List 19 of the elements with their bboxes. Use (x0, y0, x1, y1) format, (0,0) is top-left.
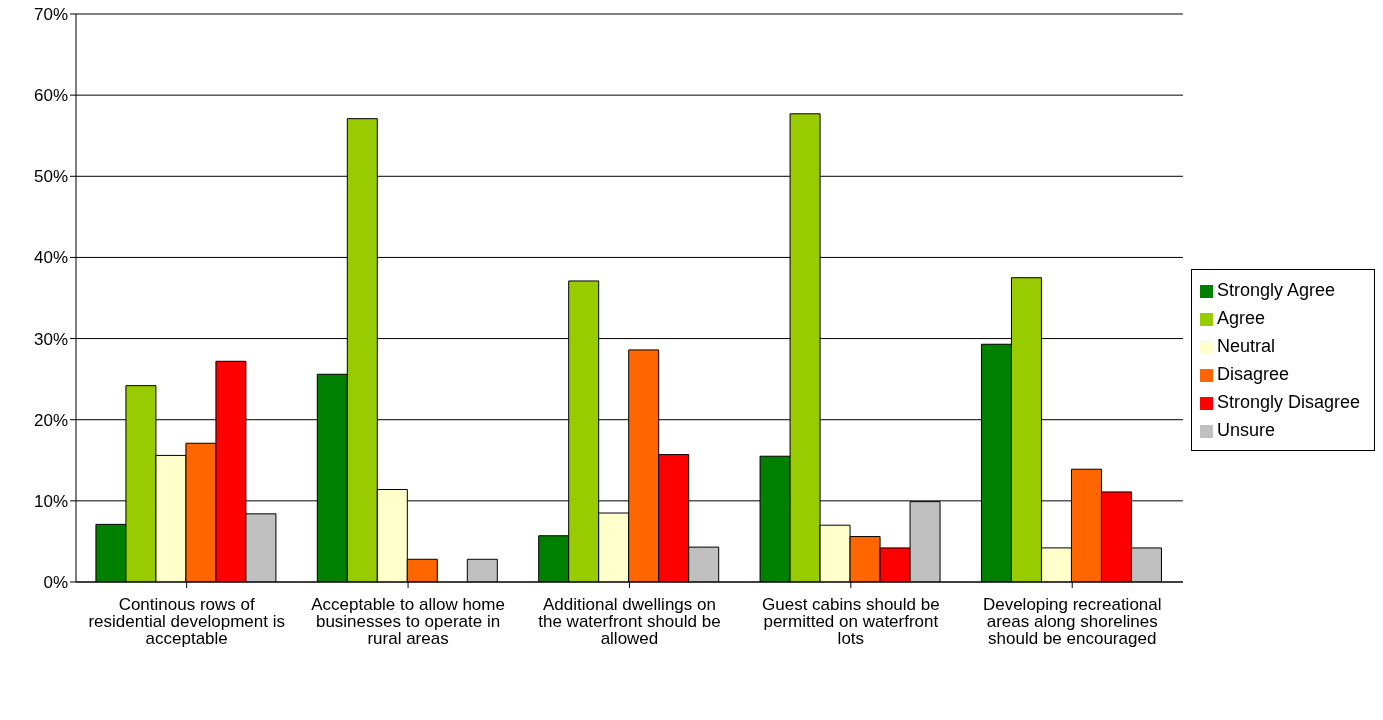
legend-label: Disagree (1216, 364, 1289, 384)
y-tick-label: 50% (33, 167, 68, 187)
legend-label: Agree (1216, 308, 1265, 328)
x-tick-label: Additional dwellings on the waterfront should be allowed (538, 595, 721, 649)
y-tick-label: 10% (33, 491, 68, 511)
y-tick-label: 60% (33, 86, 68, 106)
y-tick-label: 70% (33, 5, 68, 25)
x-tick-label: Acceptable to allow home businesses to operate in rural areas (311, 595, 505, 649)
x-tick-label: Guest cabins should be permitted on waterfront lots (762, 595, 940, 649)
legend-label: Neutral (1216, 336, 1275, 356)
legend-label: Unsure (1216, 420, 1275, 440)
x-tick-label: Developing recreational areas along shorelines should be encouraged (982, 595, 1162, 649)
legend-label: Strongly Agree (1216, 280, 1335, 300)
legend-label: Strongly Disagree (1216, 392, 1360, 412)
y-tick-label: 40% (33, 248, 68, 268)
y-tick-label: 0% (43, 573, 68, 593)
x-tick-label: Continous rows of residential development is acceptable (88, 595, 285, 649)
y-tick-label: 30% (33, 329, 68, 349)
y-tick-label: 20% (33, 410, 68, 430)
